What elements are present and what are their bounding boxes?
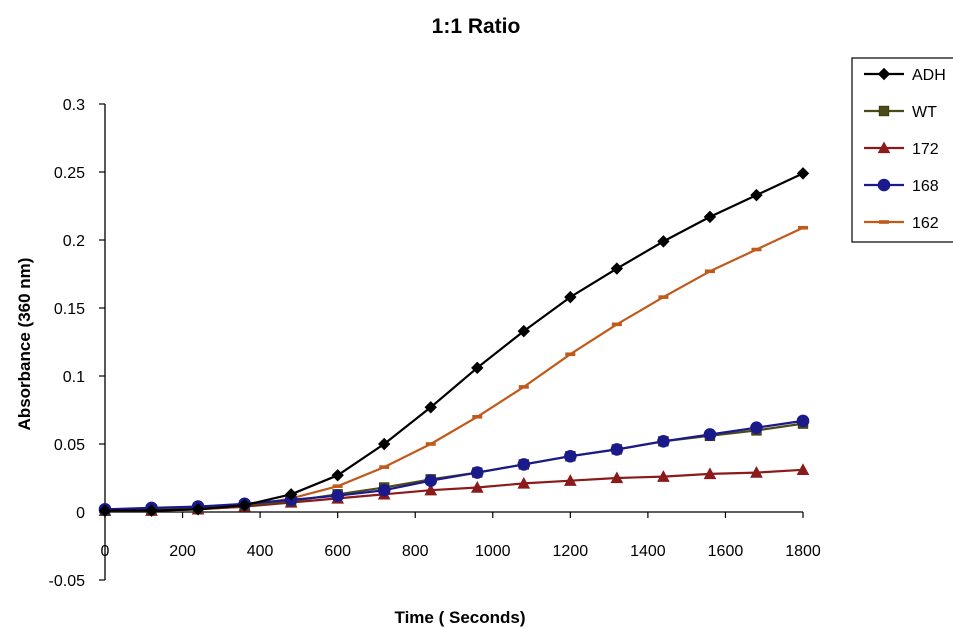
chart-title: 1:1 Ratio bbox=[432, 15, 521, 38]
x-tick-label: 1800 bbox=[785, 543, 821, 560]
y-tick-label: 0.1 bbox=[63, 369, 85, 386]
data-point bbox=[424, 474, 438, 488]
legend-box bbox=[851, 57, 953, 243]
legend-item-172: 172 bbox=[864, 141, 939, 158]
legend-label: 168 bbox=[912, 178, 939, 195]
legend-marker bbox=[877, 178, 891, 192]
data-point bbox=[425, 442, 436, 446]
x-tick-label: 0 bbox=[101, 543, 110, 560]
series-162 bbox=[100, 225, 808, 513]
x-tick-label: 1400 bbox=[630, 543, 666, 560]
data-point bbox=[424, 483, 438, 496]
x-tick-label: 200 bbox=[169, 543, 196, 560]
data-point bbox=[470, 480, 484, 493]
data-point bbox=[703, 467, 717, 480]
x-axis: 0 200 400 600 800 1000 1200 1400 1600 1800 bbox=[101, 511, 821, 560]
legend-label: WT bbox=[912, 104, 937, 121]
legend-item-wt: WT bbox=[864, 104, 937, 121]
data-point bbox=[750, 188, 763, 202]
series-line bbox=[105, 172, 804, 512]
data-point bbox=[798, 225, 808, 230]
legend-item-168: 168 bbox=[864, 178, 939, 195]
legend-marker bbox=[879, 220, 889, 224]
legend-marker bbox=[877, 141, 891, 154]
y-tick-label: -0.05 bbox=[49, 573, 86, 590]
data-point bbox=[377, 437, 391, 451]
data-point bbox=[750, 466, 763, 478]
data-point bbox=[517, 476, 531, 489]
legend-marker bbox=[878, 105, 890, 117]
data-point bbox=[658, 295, 669, 299]
data-point bbox=[472, 415, 483, 419]
y-tick-label: 0.05 bbox=[54, 437, 85, 454]
data-point bbox=[563, 474, 577, 486]
legend: ADH WT 172 168 162 bbox=[851, 57, 953, 243]
data-point bbox=[796, 167, 810, 180]
data-point bbox=[796, 463, 810, 476]
data-point bbox=[191, 503, 205, 516]
legend-label: ADH bbox=[912, 67, 946, 84]
y-tick-label: 0.2 bbox=[63, 233, 85, 250]
x-axis-title: Time ( Seconds) bbox=[395, 608, 526, 627]
data-point bbox=[517, 458, 531, 471]
data-point bbox=[610, 262, 624, 275]
data-point bbox=[471, 361, 484, 375]
data-point bbox=[284, 488, 298, 501]
data-point bbox=[517, 324, 531, 338]
data-point bbox=[564, 449, 577, 463]
data-point bbox=[610, 471, 624, 484]
series-wt bbox=[99, 418, 809, 516]
data-point bbox=[332, 484, 343, 488]
data-point bbox=[145, 504, 158, 517]
data-point bbox=[238, 498, 251, 512]
data-point bbox=[704, 269, 715, 274]
series-adh bbox=[98, 167, 810, 517]
legend-label: 172 bbox=[912, 141, 939, 158]
data-point bbox=[611, 322, 622, 327]
data-point bbox=[565, 352, 576, 357]
legend-marker bbox=[877, 67, 891, 81]
legend-label: 162 bbox=[912, 215, 939, 232]
y-axis-title: Absorbance (360 nm) bbox=[15, 258, 34, 431]
data-point bbox=[703, 428, 717, 441]
data-point bbox=[657, 235, 670, 248]
data-point bbox=[657, 434, 670, 448]
data-point bbox=[750, 421, 763, 434]
series-line bbox=[104, 419, 804, 511]
x-tick-label: 1600 bbox=[708, 543, 744, 560]
data-point bbox=[470, 466, 484, 479]
data-point bbox=[518, 385, 529, 389]
data-point bbox=[796, 414, 810, 428]
x-tick-label: 800 bbox=[402, 543, 429, 560]
data-point bbox=[564, 290, 577, 304]
y-tick-label: 0.15 bbox=[54, 301, 85, 318]
data-point bbox=[657, 470, 670, 482]
legend-item-adh: ADH bbox=[864, 67, 946, 84]
data-point bbox=[610, 443, 624, 456]
data-point bbox=[377, 483, 391, 497]
data-point bbox=[424, 401, 437, 414]
data-point bbox=[703, 210, 717, 224]
data-point bbox=[751, 247, 762, 252]
data-point bbox=[98, 504, 112, 517]
x-tick-label: 600 bbox=[324, 543, 351, 560]
data-point bbox=[331, 489, 344, 502]
y-tick-label: 0.25 bbox=[54, 165, 85, 182]
data-point bbox=[379, 465, 390, 469]
x-tick-label: 1200 bbox=[553, 543, 589, 560]
y-tick-label: 0 bbox=[76, 505, 85, 522]
y-tick-label: 0.3 bbox=[63, 97, 85, 114]
data-point bbox=[331, 469, 344, 482]
series-line bbox=[105, 226, 804, 512]
legend-item-162: 162 bbox=[864, 215, 939, 232]
series-layer bbox=[98, 167, 810, 517]
x-tick-label: 400 bbox=[247, 543, 274, 560]
y-axis: -0.05 0 0.05 0.1 0.15 0.2 0.25 0.3 bbox=[49, 97, 106, 590]
x-tick-label: 1000 bbox=[475, 543, 511, 560]
